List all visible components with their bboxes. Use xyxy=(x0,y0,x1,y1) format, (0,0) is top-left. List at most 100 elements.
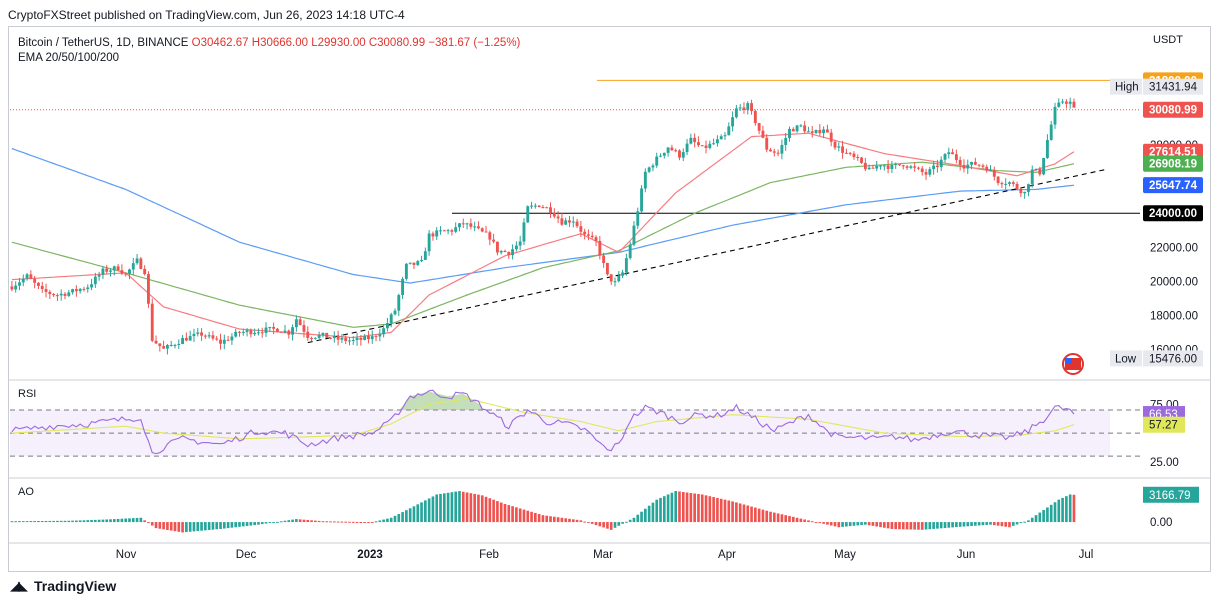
ascending-trendline[interactable] xyxy=(307,168,1109,344)
ao-bar xyxy=(131,518,135,523)
ema-indicator-label[interactable]: EMA 20/50/100/200 xyxy=(18,52,120,64)
candle-body xyxy=(363,336,367,340)
ao-bar xyxy=(852,522,856,526)
candle-body xyxy=(120,270,124,274)
candle-body xyxy=(385,323,389,329)
ao-bar xyxy=(659,497,662,523)
candle-body xyxy=(973,161,977,165)
ao-bar xyxy=(484,496,488,523)
candle-body xyxy=(613,281,617,283)
ao-bar xyxy=(496,501,499,523)
ao-bar xyxy=(712,497,715,523)
ao-bar xyxy=(856,522,860,526)
ao-bar xyxy=(226,522,230,529)
candle-body xyxy=(404,263,408,279)
candle-body xyxy=(738,107,742,109)
ao-bar xyxy=(681,492,685,523)
candle-body xyxy=(207,335,211,337)
ao-bar xyxy=(621,522,624,524)
ao-bar xyxy=(1061,497,1064,523)
candle-body xyxy=(158,343,162,347)
ao-bar xyxy=(666,494,670,523)
ao-bar xyxy=(332,521,336,523)
ao-bar xyxy=(1065,496,1068,523)
candle-body xyxy=(1011,182,1015,184)
time-tick-label: Jun xyxy=(957,549,976,561)
ao-bar xyxy=(192,522,196,532)
candle-body xyxy=(856,157,860,159)
ao-bar xyxy=(143,520,146,523)
candle-body xyxy=(408,262,412,264)
candle-body xyxy=(954,154,958,160)
candle-body xyxy=(439,230,442,232)
ao-bar xyxy=(97,519,101,523)
candle-body xyxy=(196,332,200,334)
ao-bar xyxy=(575,519,579,523)
candle-body xyxy=(674,150,678,152)
ao-bar xyxy=(14,521,18,523)
candle-body xyxy=(1034,168,1038,170)
candle-body xyxy=(192,333,196,337)
ao-bar xyxy=(617,522,621,526)
candle-body xyxy=(852,153,856,158)
ao-bar xyxy=(829,522,833,526)
ao-bar xyxy=(731,501,734,523)
ao-bar xyxy=(408,508,412,523)
rsi-label[interactable]: RSI xyxy=(18,388,37,400)
ao-bar xyxy=(708,496,712,523)
candle-body xyxy=(772,151,776,153)
ao-bar xyxy=(18,521,21,523)
candle-body xyxy=(116,266,120,271)
ao-bar xyxy=(109,519,112,523)
ao-bar xyxy=(363,522,366,524)
ao-bar xyxy=(1023,521,1026,523)
ao-bar xyxy=(833,522,837,527)
candle-body xyxy=(188,336,192,341)
footer-brand[interactable]: ◢◣ TradingView xyxy=(10,578,116,594)
currency-label: USDT xyxy=(1153,34,1183,46)
candle-body xyxy=(666,147,670,153)
ao-bar xyxy=(864,522,867,525)
ao-bar xyxy=(507,505,511,523)
candle-body xyxy=(951,152,955,155)
candle-body xyxy=(640,188,643,212)
ao-bar xyxy=(970,522,973,527)
candle-body xyxy=(886,165,890,169)
candle-body xyxy=(332,335,336,339)
candle-body xyxy=(275,328,279,332)
candle-body xyxy=(844,152,848,154)
ao-bar xyxy=(480,495,484,523)
candle-body xyxy=(165,345,169,349)
ao-bar xyxy=(204,522,207,531)
ao-bar xyxy=(879,522,882,528)
ohlc-low: L29930.00 xyxy=(311,37,366,49)
ao-bar xyxy=(78,520,82,523)
ao-bar xyxy=(583,521,586,523)
ao-bar xyxy=(1000,522,1004,527)
candle-body xyxy=(848,152,852,154)
candle-body xyxy=(719,136,723,140)
candle-body xyxy=(871,167,875,169)
candle-body xyxy=(21,278,25,283)
candle-body xyxy=(670,147,674,151)
symbol-title[interactable]: Bitcoin / TetherUS, 1D, BINANCE xyxy=(18,37,189,49)
ao-bar xyxy=(386,518,389,523)
candle-body xyxy=(321,332,325,335)
candle-body xyxy=(177,343,181,345)
high-tag-box xyxy=(1110,78,1142,95)
candle-body xyxy=(628,244,632,259)
candle-body xyxy=(935,165,939,168)
candle-body xyxy=(530,205,533,207)
ao-bar xyxy=(465,492,469,523)
ao-bar xyxy=(188,522,192,532)
ao-bar xyxy=(761,509,765,523)
ema50-price-text: 26908.19 xyxy=(1149,159,1197,171)
ao-bar xyxy=(458,491,461,523)
ao-bar xyxy=(587,522,590,524)
candle-body xyxy=(549,207,552,213)
ohlc-close: C30080.99 xyxy=(368,37,426,49)
ao-bar xyxy=(340,521,344,523)
candle-body xyxy=(374,336,378,338)
ao-label[interactable]: AO xyxy=(18,486,34,498)
